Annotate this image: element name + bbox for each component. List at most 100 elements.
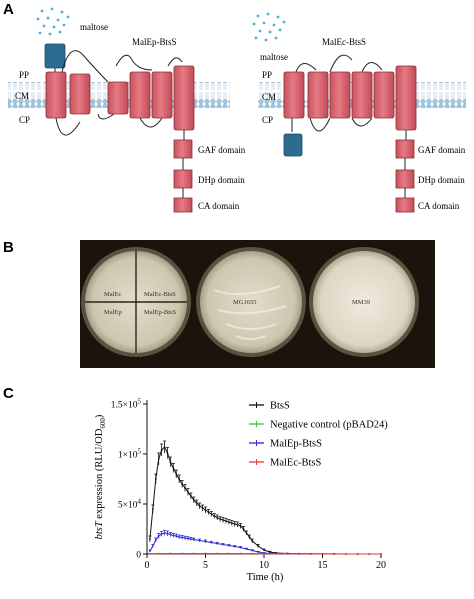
- data-point: [368, 553, 370, 555]
- data-point: [287, 553, 289, 555]
- x-axis-label: Time (h): [247, 572, 284, 583]
- data-point: [152, 545, 154, 547]
- series-2: [148, 531, 381, 555]
- data-point: [251, 553, 253, 555]
- data-point: [193, 499, 195, 501]
- data-point: [222, 519, 224, 521]
- data-point: [170, 534, 172, 536]
- layer-label-cp-right: CP: [262, 115, 273, 125]
- data-point: [210, 513, 212, 515]
- plate-3-label: MM39: [352, 299, 370, 306]
- ca-domain-right: [396, 198, 414, 212]
- data-point: [181, 483, 183, 485]
- dhp-domain-left: [174, 170, 192, 188]
- data-point: [193, 539, 195, 541]
- data-point: [187, 538, 189, 540]
- ca-label-left: CA domain: [198, 201, 240, 211]
- data-point: [193, 553, 195, 555]
- data-point: [172, 535, 174, 537]
- data-point: [248, 536, 250, 538]
- legend-label: BtsS: [270, 401, 290, 412]
- data-point: [322, 553, 324, 555]
- data-point: [158, 458, 160, 460]
- plate-1-label-malec: MalEc: [104, 291, 121, 298]
- data-point: [149, 550, 151, 552]
- data-point: [257, 545, 259, 547]
- data-point: [172, 467, 174, 469]
- transmembrane-helices-right: [284, 66, 416, 130]
- data-point: [175, 473, 177, 475]
- data-point: [178, 478, 180, 480]
- legend-item: BtsS: [249, 401, 290, 412]
- data-point: [190, 495, 192, 497]
- data-point: [199, 540, 201, 542]
- data-point: [184, 487, 186, 489]
- panel-a-letter: A: [3, 1, 14, 18]
- data-point: [170, 461, 172, 463]
- construct-label-right: MalEc-BtsS: [322, 37, 366, 47]
- gaf-label-right: GAF domain: [418, 145, 466, 155]
- data-point: [380, 553, 382, 555]
- x-tick-label: 15: [318, 560, 328, 571]
- layer-label-cm-right: CM: [262, 92, 276, 102]
- dhp-label-left: DHp domain: [198, 175, 245, 185]
- data-point: [216, 553, 218, 555]
- data-point: [251, 540, 253, 542]
- x-tick-label: 0: [145, 560, 150, 571]
- data-point: [190, 538, 192, 540]
- data-point: [167, 452, 169, 454]
- y-axis-label-gene: btsT: [94, 520, 105, 539]
- y-tick-label: 0: [136, 551, 141, 561]
- data-point: [155, 478, 157, 480]
- data-point: [208, 511, 210, 513]
- legend-item: MalEc-BtsS: [249, 458, 321, 469]
- y-tick-label: 1×105: [118, 448, 142, 461]
- y-axis-label-end: ): [94, 414, 105, 418]
- data-point: [161, 449, 163, 451]
- data-point: [275, 553, 277, 555]
- data-point: [219, 518, 221, 520]
- panel-a-left-schematic: PP CM CP maltose MalEp-BtsS: [8, 8, 246, 212]
- y-axis-label: btsT expression (RLU/OD600): [94, 414, 107, 539]
- data-point: [161, 533, 163, 535]
- data-point: [158, 553, 160, 555]
- layer-label-pp-right: PP: [262, 70, 272, 80]
- data-point: [240, 525, 242, 527]
- data-point: [246, 548, 248, 550]
- construct-label-left: MalEp-BtsS: [132, 37, 177, 47]
- maltose-label-left: maltose: [80, 22, 108, 32]
- ca-label-right: CA domain: [418, 201, 460, 211]
- data-point: [345, 553, 347, 555]
- dhp-domain-right: [396, 170, 414, 188]
- data-point: [240, 547, 242, 549]
- data-point: [205, 553, 207, 555]
- data-point: [184, 537, 186, 539]
- data-point: [213, 515, 215, 517]
- data-point: [155, 539, 157, 541]
- panel-c-letter: C: [3, 385, 14, 402]
- data-point: [216, 543, 218, 545]
- data-point: [257, 551, 259, 553]
- series-layer: [148, 441, 381, 555]
- binding-domain-right: [284, 134, 302, 156]
- data-point: [181, 537, 183, 539]
- data-point: [205, 541, 207, 543]
- data-point: [228, 553, 230, 555]
- gaf-domain-left: [174, 140, 192, 158]
- layer-label-pp-left: PP: [19, 70, 29, 80]
- data-point: [175, 535, 177, 537]
- data-point: [181, 553, 183, 555]
- data-point: [187, 491, 189, 493]
- data-point: [237, 524, 239, 526]
- data-point: [263, 553, 265, 555]
- data-point: [263, 549, 265, 551]
- ca-domain-left: [174, 198, 192, 212]
- data-point: [149, 538, 151, 540]
- data-point: [196, 502, 198, 504]
- data-point: [228, 545, 230, 547]
- y-axis-label-mid: expression (RLU/OD: [94, 428, 105, 521]
- data-point: [149, 553, 151, 555]
